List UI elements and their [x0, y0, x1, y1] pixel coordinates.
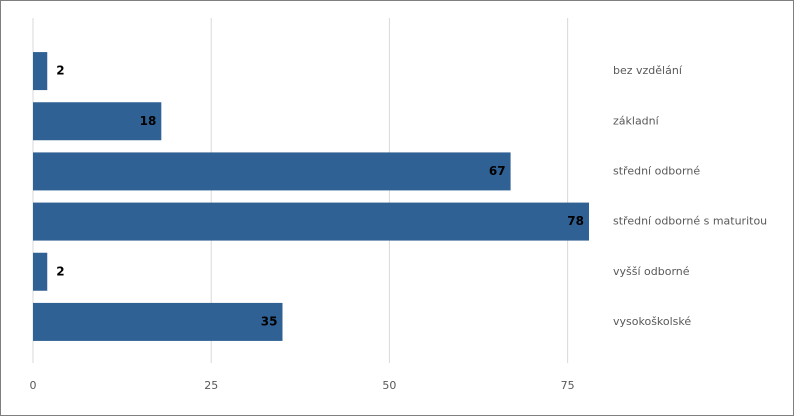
- bar: [33, 202, 589, 241]
- category-label: vysokoškolské: [613, 315, 691, 328]
- value-label: 2: [56, 64, 64, 78]
- x-tick-label: 50: [382, 379, 396, 392]
- bar: [33, 152, 511, 191]
- value-label: 2: [56, 264, 64, 278]
- value-label: 67: [489, 164, 506, 178]
- bar: [33, 252, 48, 291]
- value-label: 78: [567, 214, 584, 228]
- x-tick-label: 0: [30, 379, 37, 392]
- category-label: střední odborné s maturitou: [613, 215, 767, 228]
- x-tick-label: 75: [561, 379, 575, 392]
- bar: [33, 302, 283, 341]
- bar: [33, 102, 162, 141]
- category-label: vyšší odborné: [613, 265, 690, 278]
- category-label: střední odborné: [613, 164, 700, 177]
- value-label: 18: [140, 114, 157, 128]
- bar: [33, 52, 48, 91]
- x-tick-label: 25: [204, 379, 218, 392]
- category-label: bez vzdělání: [613, 64, 683, 77]
- value-label: 35: [261, 314, 278, 328]
- category-label: základní: [613, 114, 660, 127]
